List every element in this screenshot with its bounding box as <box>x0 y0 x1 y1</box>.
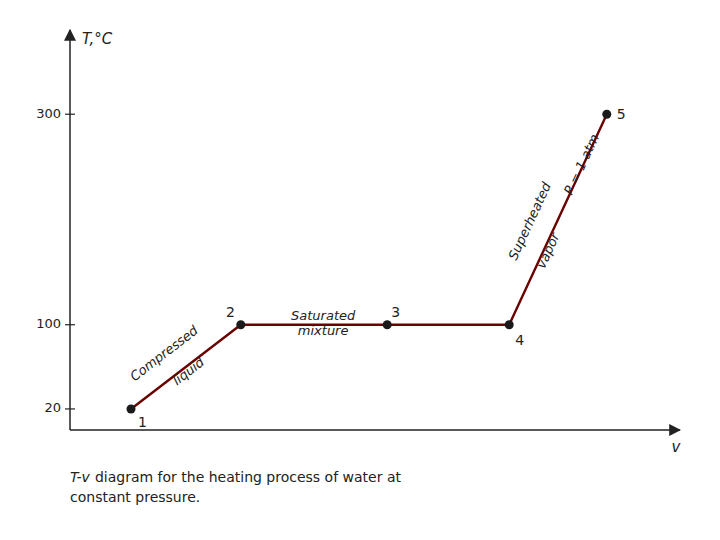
region-label: mixture <box>298 323 349 338</box>
point-label: 4 <box>515 332 524 348</box>
point-label: 3 <box>391 304 400 320</box>
y-axis <box>69 30 71 430</box>
x-axis-label: v <box>672 438 682 456</box>
y-tick <box>65 114 75 115</box>
process-line <box>131 114 607 409</box>
point-label: 2 <box>226 304 235 320</box>
state-point <box>383 320 392 329</box>
state-point <box>236 320 245 329</box>
y-tick-label: 20 <box>44 400 61 415</box>
y-tick <box>65 408 75 409</box>
chart: 20100300T,°Cv12345CompressedliquidSatura… <box>0 0 720 540</box>
caption-part: T-v <box>70 469 91 485</box>
plot-marks <box>127 110 612 414</box>
state-point <box>602 110 611 119</box>
region-label: liquid <box>170 354 208 388</box>
y-tick-label: 300 <box>36 106 61 121</box>
caption: T-vdiagram for the heating process of wa… <box>70 469 401 485</box>
state-point <box>505 320 514 329</box>
y-tick-label: 100 <box>36 316 61 331</box>
caption-part: constant pressure. <box>70 489 200 505</box>
point-label: 1 <box>138 414 147 430</box>
region-label: P = 1 atm <box>561 132 602 197</box>
state-point <box>127 404 136 413</box>
region-label: vapor <box>533 229 563 271</box>
point-label: 5 <box>617 106 626 122</box>
y-axis-label: T,°C <box>82 30 113 48</box>
region-label: Saturated <box>291 308 356 323</box>
caption-part: diagram for the heating process of water… <box>95 469 402 485</box>
x-axis <box>70 429 680 431</box>
y-tick <box>65 324 75 325</box>
